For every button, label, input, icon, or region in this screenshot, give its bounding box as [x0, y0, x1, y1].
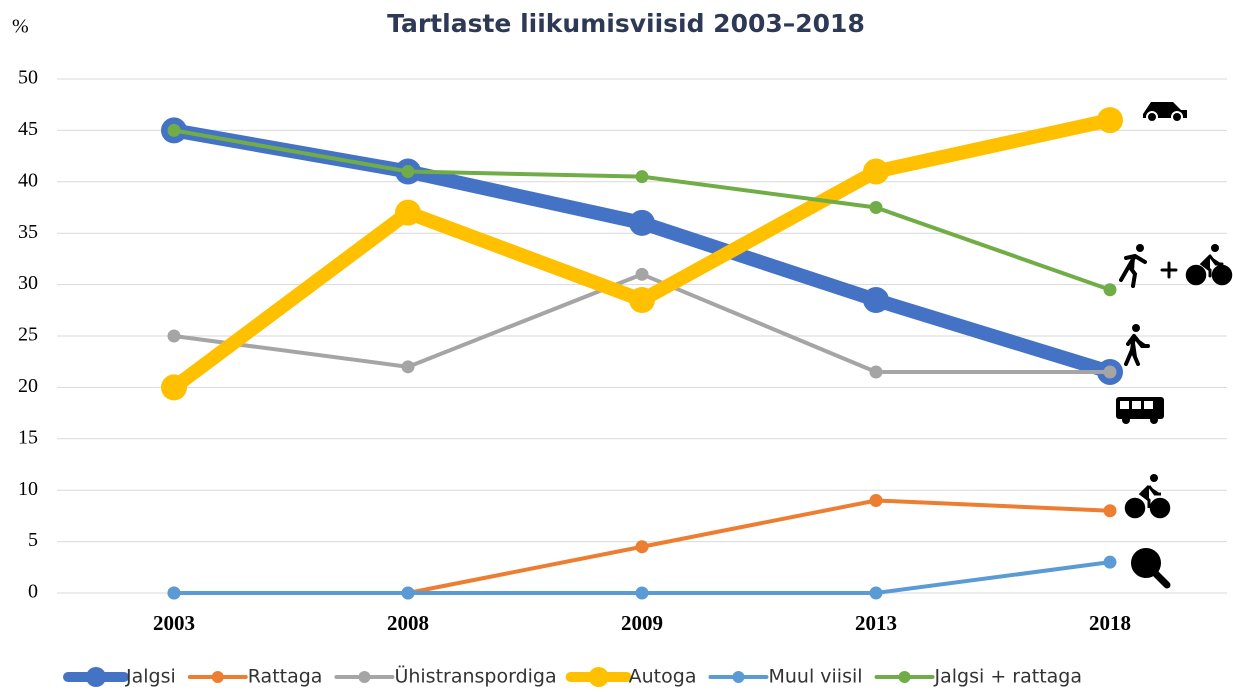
x-tick-label: 2003: [153, 611, 195, 635]
chart-title: Tartlaste liikumisviisid 2003–2018: [387, 9, 865, 38]
data-point: [869, 493, 883, 507]
y-tick-label: 0: [28, 581, 38, 603]
y-tick-label: 5: [28, 529, 38, 551]
data-point: [1097, 107, 1123, 134]
data-point: [869, 586, 883, 600]
icon-bus: [1116, 397, 1164, 424]
data-point: [635, 170, 649, 184]
legend-marker: [588, 667, 609, 687]
legend-marker: [732, 671, 745, 683]
y-tick-label: 15: [18, 426, 38, 448]
data-point: [629, 287, 655, 314]
data-point: [863, 158, 889, 185]
legend-label: Ühistranspordiga: [394, 665, 556, 688]
icon-search: [1131, 548, 1171, 589]
legend-label: Muul viisil: [768, 666, 862, 688]
data-point: [401, 165, 415, 179]
data-point: [167, 123, 181, 137]
legend-marker: [86, 667, 106, 687]
x-tick-label: 2008: [387, 611, 429, 635]
data-point: [629, 209, 655, 236]
icon-car: [1143, 102, 1187, 123]
y-tick-label: 50: [18, 67, 38, 89]
legend-label: Jalgsi + rattaga: [934, 666, 1082, 688]
data-point: [635, 267, 649, 281]
data-point: [869, 365, 883, 379]
data-point: [1103, 555, 1117, 569]
data-point: [1103, 504, 1117, 518]
data-point: [167, 329, 181, 343]
data-point: [401, 586, 415, 600]
data-point: [401, 360, 415, 374]
data-point: [869, 201, 883, 214]
y-tick-label: 30: [18, 272, 38, 294]
x-tick-label: 2009: [621, 611, 663, 635]
data-point: [635, 586, 649, 600]
y-tick-label: 10: [18, 478, 38, 500]
data-point: [1103, 365, 1117, 379]
data-point: [1103, 283, 1117, 297]
legend-label: Autoga: [629, 666, 697, 688]
icon-walk-bike: [1119, 244, 1233, 288]
data-point: [161, 374, 187, 401]
legend-label: Jalgsi: [125, 666, 176, 688]
data-point: [167, 586, 181, 600]
icon-bike: [1124, 474, 1171, 519]
legend-label: Rattaga: [248, 666, 323, 688]
y-axis-label: %: [12, 16, 29, 38]
y-tick-label: 35: [18, 221, 38, 243]
y-tick-label: 45: [18, 118, 38, 140]
y-tick-label: 40: [18, 169, 38, 191]
legend-marker: [211, 671, 224, 683]
data-point: [863, 287, 889, 314]
legend-marker: [358, 671, 371, 683]
x-tick-label: 2013: [855, 611, 897, 635]
legend-marker: [898, 671, 911, 683]
y-tick-label: 25: [18, 324, 38, 346]
data-point: [395, 199, 421, 226]
icon-walk: [1124, 324, 1150, 366]
data-point: [635, 540, 649, 554]
y-tick-label: 20: [18, 375, 38, 397]
x-tick-label: 2018: [1089, 611, 1131, 635]
